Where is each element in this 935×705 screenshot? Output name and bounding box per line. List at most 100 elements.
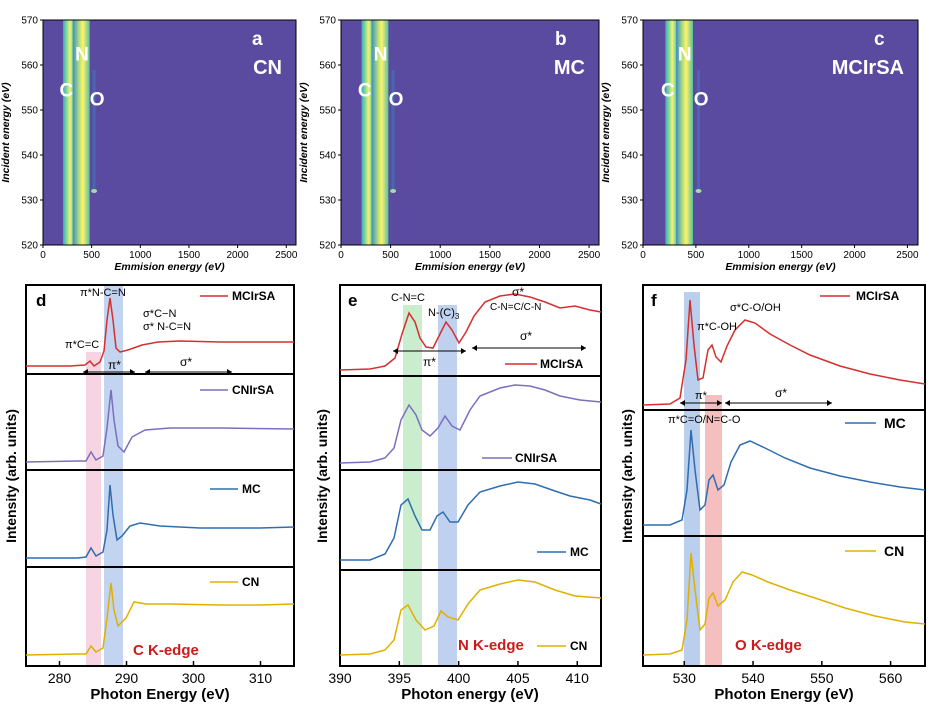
panel-e-ann-cnc-cn: C-N=C/C-N xyxy=(490,302,541,313)
panel-d-legend-mcirsa: MCIrSA xyxy=(232,289,276,303)
map-xtick-label: 1500 xyxy=(791,250,814,261)
map-ytick-label: 550 xyxy=(621,106,638,117)
panel-d-series-cnirsa xyxy=(25,389,295,463)
map-ytick-label: 530 xyxy=(621,196,638,207)
panel-e-series-mcirsa xyxy=(339,293,602,371)
panel-d-band-pink xyxy=(86,352,101,666)
map-ytick-label: 530 xyxy=(21,196,38,207)
map-sample: MC xyxy=(554,57,585,79)
map-letter: a xyxy=(252,29,263,50)
panel-f-pi-arrowheads xyxy=(680,400,722,406)
panel-d-band-blue xyxy=(104,285,123,666)
panel-d-frame xyxy=(25,284,295,667)
map-letter: c xyxy=(874,29,885,50)
map-frame xyxy=(642,19,919,246)
map-xtick-label: 0 xyxy=(40,250,46,261)
map-emission-band xyxy=(675,20,693,245)
x-tick-label: 310 xyxy=(249,670,273,686)
panel-f-ann-sigma-co: σ*C-O/OH xyxy=(730,302,781,314)
map-c: 0 500 1000 1500 2000 2500 520 530 540 550 560 570 Em… xyxy=(600,16,919,274)
panel-d-legend-mc: MC xyxy=(242,482,261,496)
panel-d-x-ticks: 280 290 300 310 xyxy=(48,661,273,686)
panel-d-ann-pi-ncn: π*N-C=N xyxy=(80,287,126,299)
panel-e: e C-N=C N-(C)3 σ* C-N=C/C-N π* σ* MCIrSA… xyxy=(314,284,602,703)
map-xtick-label: 2000 xyxy=(226,250,249,261)
panel-e-edge-label: N K-edge xyxy=(458,637,524,654)
panel-e-series-cnirsa xyxy=(339,384,602,464)
map-ytick-label: 540 xyxy=(621,151,638,162)
panel-d-legend-cnirsa: CNIrSA xyxy=(232,383,274,397)
panel-e-legend-cnirsa: CNIrSA xyxy=(515,451,557,465)
panel-e-ann-nc3: N-(C)3 xyxy=(428,307,460,321)
map-xtick-label: 2500 xyxy=(275,250,298,261)
map-xlabel: Emmision energy (eV) xyxy=(415,261,526,273)
map-xtick-label: 1500 xyxy=(479,250,502,261)
panel-e-band-green xyxy=(403,305,422,666)
panel-d-series-mcirsa xyxy=(26,297,294,368)
x-tick-label: 540 xyxy=(741,670,765,686)
x-tick-label: 400 xyxy=(447,670,471,686)
map-peak-c: C xyxy=(661,81,675,102)
map-xtick-label: 1500 xyxy=(178,250,201,261)
map-ytick-label: 520 xyxy=(319,241,336,252)
map-ytick-label: 560 xyxy=(21,61,38,72)
map-xtick-label: 1000 xyxy=(738,250,761,261)
panel-f-edge-label: O K-edge xyxy=(735,637,802,654)
map-xtick-label: 2000 xyxy=(843,250,866,261)
panel-f-ann-sigma: σ* xyxy=(775,386,787,400)
x-tick-label: 390 xyxy=(328,670,352,686)
map-peak-o: O xyxy=(90,90,105,111)
panel-d-ann-pi-cc: π*C=C xyxy=(65,339,99,351)
x-tick-label: 410 xyxy=(566,670,590,686)
map-ytick-label: 540 xyxy=(21,151,38,162)
panel-e-x-ticks: 390 395 400 405 410 xyxy=(328,661,589,686)
map-xtick-label: 0 xyxy=(338,250,344,261)
panel-d-ann-pi: π* xyxy=(108,358,121,372)
panel-e-legend-cn: CN xyxy=(570,639,587,653)
panel-f-series-mcirsa xyxy=(642,299,926,406)
map-xtick-label: 2000 xyxy=(528,250,551,261)
x-tick-label: 405 xyxy=(506,670,530,686)
panel-f-frame xyxy=(642,284,926,667)
panel-f-band-red xyxy=(705,395,722,666)
map-xlabel: Emmision energy (eV) xyxy=(725,261,836,273)
panel-e-frame xyxy=(339,284,602,667)
map-xtick-label: 1000 xyxy=(129,250,152,261)
map-peak-c: C xyxy=(60,81,74,102)
map-ylabel: Incident energy (eV) xyxy=(600,82,612,183)
panel-e-ann-pi: π* xyxy=(423,355,436,369)
map-ytick-label: 570 xyxy=(621,16,638,27)
panel-d-ann-sigma-cn: σ*C−N xyxy=(143,308,176,320)
panel-e-legend-mc: MC xyxy=(570,545,589,559)
x-tick-label: 550 xyxy=(810,670,834,686)
x-tick-label: 395 xyxy=(388,670,412,686)
panel-f-legend-cn: CN xyxy=(884,543,904,559)
panel-f-letter: f xyxy=(651,291,657,310)
panel-e-legend-mcirsa: MCIrSA xyxy=(540,357,584,371)
panel-f-ylabel: Intensity (arb. units) xyxy=(619,409,635,543)
panel-e-band-blue xyxy=(438,305,457,666)
panel-f-x-ticks: 530 540 550 560 xyxy=(673,661,903,686)
map-xtick-label: 500 xyxy=(382,250,399,261)
map-xtick-label: 500 xyxy=(688,250,705,261)
panel-e-letter: e xyxy=(348,291,357,310)
map-o-spot xyxy=(695,189,702,193)
map-b: 0 500 1000 1500 2000 2500 520 530 540 550 560 570 Em… xyxy=(298,16,601,274)
map-emission-band xyxy=(92,70,96,190)
map-xlabel: Emmision energy (eV) xyxy=(114,261,225,273)
map-frame xyxy=(42,19,297,246)
map-ytick-label: 550 xyxy=(21,106,38,117)
x-tick-label: 280 xyxy=(48,670,72,686)
map-ytick-label: 520 xyxy=(21,241,38,252)
panel-e-ann-cnc: C-N=C xyxy=(391,292,425,304)
panel-f-band-blue xyxy=(684,292,700,666)
x-tick-label: 530 xyxy=(673,670,697,686)
map-a: 0 500 1000 1500 2000 2500 520 530 540 550 560 570 Em… xyxy=(0,16,298,274)
panel-d-letter: d xyxy=(36,291,46,310)
map-xtick-label: 1000 xyxy=(429,250,452,261)
panel-e-series-cn xyxy=(339,579,602,656)
panel-e-ann-nc3-sub: 3 xyxy=(455,312,460,321)
map-ytick-label: 560 xyxy=(621,61,638,72)
map-xtick-label: 0 xyxy=(640,250,646,261)
